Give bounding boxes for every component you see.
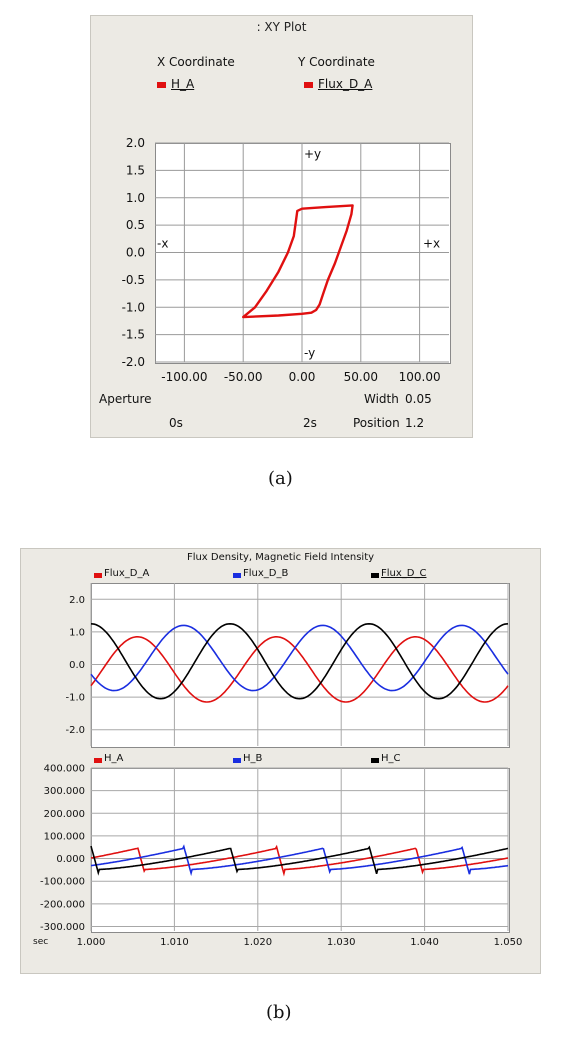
field-y-tick-label: -200.000: [40, 899, 85, 910]
minus-y-label: -y: [304, 346, 315, 360]
flux-plot-area: [91, 583, 510, 748]
x-tick-label: 1.020: [243, 937, 272, 948]
legend-h-c[interactable]: H_C: [381, 753, 401, 764]
field-y-tick-label: 400.000: [44, 764, 85, 775]
x-tick-label: 0.00: [289, 370, 316, 384]
legend-swatch-flux-d-c: [371, 573, 379, 578]
legend-swatch-h-b: [233, 758, 241, 763]
legend-flux-d-c[interactable]: Flux_D_C: [381, 568, 427, 579]
field-series-line-2: [90, 845, 509, 876]
y-tick-label: -1.5: [122, 328, 145, 342]
flux-y-tick-label: 0.0: [69, 660, 85, 671]
x-tick-label: 100.00: [399, 370, 441, 384]
y-tick-label: 2.0: [126, 136, 145, 150]
position-value[interactable]: 1.2: [405, 416, 425, 430]
caption-a: (a): [268, 468, 293, 489]
xy-plot-title: : XY Plot: [256, 20, 307, 34]
field-y-tick-label: 300.000: [44, 786, 85, 797]
field-y-tick-label: -100.000: [40, 877, 85, 888]
flux-y-tick-label: -2.0: [65, 725, 85, 736]
time-start-label: 0s: [169, 416, 183, 430]
x-tick-label: 1.030: [327, 937, 356, 948]
field-series-line-1: [90, 844, 509, 877]
y-tick-label: -1.0: [122, 300, 145, 314]
flux-series-line-0: [90, 636, 509, 703]
flux-field-chart: 2.0 1.0 0.0 -1.0 -2.0 400.000 300.000 200.000 10…: [40, 583, 523, 948]
y-tick-label: 0.0: [126, 246, 145, 260]
width-value[interactable]: 0.05: [405, 392, 432, 406]
legend-h-b[interactable]: H_B: [243, 753, 263, 764]
flux-y-tick-label: 2.0: [69, 595, 85, 606]
plus-x-label: +x: [423, 237, 440, 251]
y-tick-label: -0.5: [122, 273, 145, 287]
x-coordinate-label: X Coordinate: [157, 55, 235, 69]
flux-series-line-1: [90, 624, 509, 692]
legend-swatch-flux-d-a: [94, 573, 102, 578]
legend-flux-d-a[interactable]: Flux_D_A: [104, 568, 150, 579]
x-tick-label: 1.050: [494, 937, 523, 948]
field-plot-area: [91, 768, 510, 933]
field-y-tick-label: 100.000: [44, 831, 85, 842]
width-label: Width: [364, 392, 399, 406]
x-tick-label: 1.010: [160, 937, 189, 948]
legend-swatch-h-c: [371, 758, 379, 763]
y-tick-label: 0.5: [126, 218, 145, 232]
xy-plot-area: [155, 143, 451, 364]
field-y-tick-label: -300.000: [40, 922, 85, 933]
legend-h-a[interactable]: H_A: [104, 753, 124, 764]
field-y-tick-label: 200.000: [44, 809, 85, 820]
legend-swatch-h-a: [94, 758, 102, 763]
plus-y-label: +y: [304, 147, 321, 161]
time-end-label: 2s: [303, 416, 317, 430]
x-tick-label: 1.040: [410, 937, 439, 948]
position-label: Position: [353, 416, 400, 430]
x-tick-label: 1.000: [77, 937, 106, 948]
y-series-selector[interactable]: Flux_D_A: [318, 77, 373, 91]
xy-plot-chart: -100.00 -50.00 0.00 50.00 100.00 2.0 1.5 1.0 0.5…: [122, 136, 449, 384]
x-series-swatch: [157, 82, 166, 88]
y-tick-label: 1.5: [126, 163, 145, 177]
flux-y-tick-label: -1.0: [65, 693, 85, 704]
aperture-label: Aperture: [99, 392, 152, 406]
x-tick-label: 50.00: [344, 370, 378, 384]
legend-swatch-flux-d-b: [233, 573, 241, 578]
y-tick-label: -2.0: [122, 355, 145, 369]
xy-plot-panel: : XY Plot X Coordinate Y Coordinate H_A …: [90, 15, 473, 438]
flux-field-title: Flux Density, Magnetic Field Intensity: [186, 552, 375, 563]
y-series-swatch: [304, 82, 313, 88]
legend-flux-d-b[interactable]: Flux_D_B: [243, 568, 289, 579]
caption-b: (b): [266, 1002, 292, 1023]
flux-field-panel: Flux Density, Magnetic Field Intensity F…: [20, 548, 541, 974]
field-series-line-0: [90, 844, 509, 877]
field-y-tick-label: 0.000: [56, 854, 85, 865]
x-series-selector[interactable]: H_A: [171, 77, 195, 91]
x-tick-label: -50.00: [224, 370, 263, 384]
x-unit-label: sec: [33, 937, 49, 947]
hysteresis-loop-line: [242, 204, 354, 319]
flux-y-tick-label: 1.0: [69, 627, 85, 638]
y-tick-label: 1.0: [126, 191, 145, 205]
y-coordinate-label: Y Coordinate: [298, 55, 375, 69]
minus-x-label: -x: [157, 237, 168, 251]
flux-series-line-2: [90, 622, 509, 700]
x-tick-label: -100.00: [161, 370, 207, 384]
